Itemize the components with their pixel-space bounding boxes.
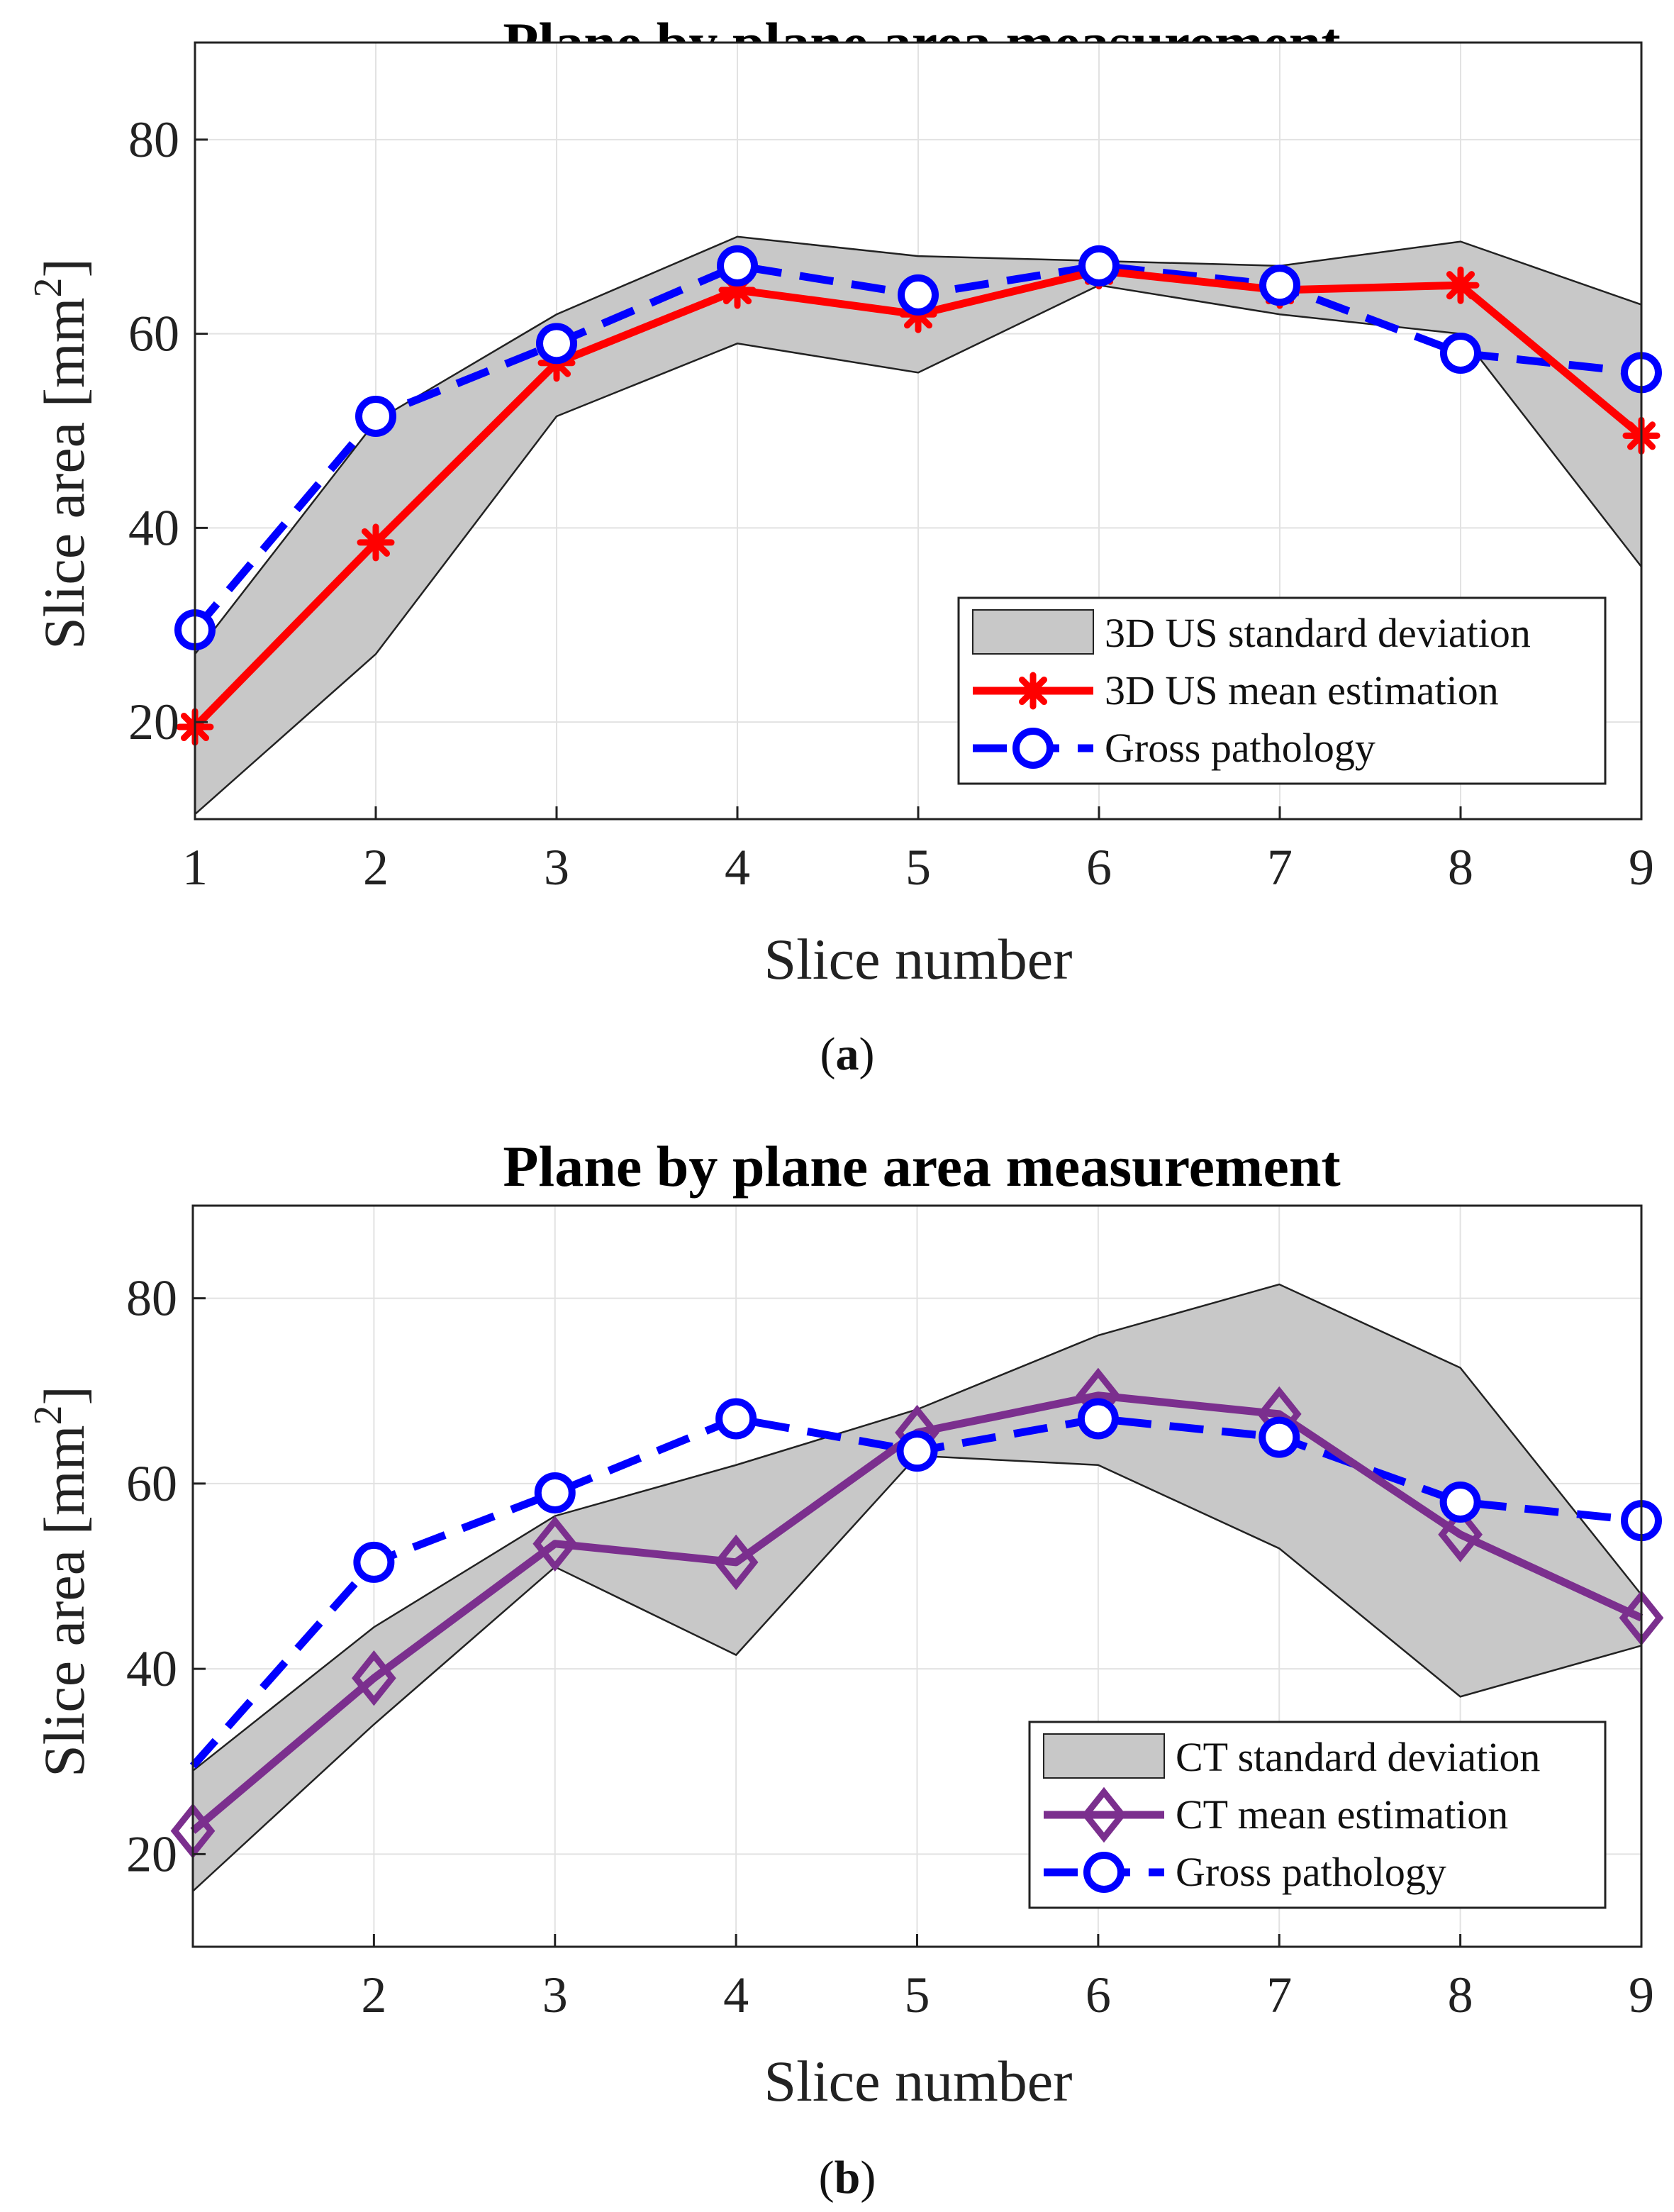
data-point <box>1259 265 1300 306</box>
x-tick-label: 7 <box>1267 839 1293 896</box>
y-axis-label-sup-b: 2 <box>26 1405 70 1425</box>
y-tick-label: 20 <box>126 1825 177 1882</box>
y-tick-label: 60 <box>126 1455 177 1512</box>
x-tick-label: 6 <box>1086 1967 1111 2023</box>
x-tick-label: 8 <box>1448 1967 1473 2023</box>
legend-label-gross-b: Gross pathology <box>1176 1849 1446 1895</box>
data-point <box>1077 1398 1119 1440</box>
x-tick-label: 8 <box>1448 839 1473 896</box>
x-axis-label-a: Slice number <box>764 927 1073 991</box>
y-tick-label: 20 <box>128 694 179 750</box>
data-point <box>713 1534 759 1591</box>
x-tick-label: 3 <box>542 1967 568 2023</box>
x-tick-label: 2 <box>361 1967 386 2023</box>
y-axis-label-sup-a: 2 <box>26 277 70 297</box>
data-point <box>1078 245 1120 287</box>
data-point <box>353 1541 395 1583</box>
y-axis-label-b: Slice area [mm2] <box>26 1386 96 1777</box>
y-axis-label-main-a: Slice area [mm <box>32 297 96 649</box>
x-tick-label: 9 <box>1629 1967 1654 2023</box>
data-point <box>1259 1416 1300 1458</box>
x-axis-label-b: Slice number <box>764 2049 1073 2113</box>
panel-caption-letter-a: a <box>836 1028 859 1080</box>
y-tick-label: 80 <box>126 1270 177 1327</box>
panel-caption-a: (a) <box>820 1028 875 1080</box>
y-tick-label: 40 <box>128 499 179 556</box>
y-axis-label-main-b: Slice area [mm <box>32 1425 96 1777</box>
legend-marker-shape <box>1014 672 1052 710</box>
y-axis-label-a: Slice area [mm2] <box>26 258 96 650</box>
x-ticks-a: 1 2 3 4 5 6 7 8 9 <box>182 806 1654 896</box>
panel-caption-b: (b) <box>819 2152 876 2203</box>
data-point <box>898 274 939 316</box>
legend-marker-mean-a <box>1014 672 1052 710</box>
data-point <box>534 1472 576 1513</box>
data-point <box>715 1398 757 1440</box>
legend-a: 3D US standard deviation 3D US mean esti… <box>957 596 1607 785</box>
data-point <box>352 1650 396 1706</box>
x-tick-label: 4 <box>725 839 750 896</box>
legend-label-band-a: 3D US standard deviation <box>1105 610 1531 656</box>
chart-panel-b: Plane by plane area measurement 2 3 4 5 6 7 8 9… <box>26 1134 1664 2203</box>
legend-swatch-band-a <box>972 609 1094 655</box>
y-tick-label: 80 <box>128 111 179 168</box>
x-tick-label: 9 <box>1629 839 1654 896</box>
legend-marker-shape <box>1012 728 1054 769</box>
y-axis-label-close-b: ] <box>32 1386 96 1405</box>
y-ticks-a: 20 40 60 80 <box>128 111 208 750</box>
x-tick-label: 6 <box>1086 839 1112 896</box>
data-point <box>536 323 577 365</box>
legend-b: CT standard deviation CT mean estimation… <box>1028 1721 1607 1909</box>
y-tick-label: 40 <box>126 1640 177 1697</box>
x-tick-label: 3 <box>544 839 569 896</box>
x-tick-label: 5 <box>905 1967 930 2023</box>
data-point <box>1440 333 1481 374</box>
data-point <box>357 523 395 562</box>
data-point <box>355 395 396 437</box>
data-point <box>896 1430 938 1472</box>
series-markers-a <box>174 245 1662 746</box>
y-axis-label-close-a: ] <box>32 258 96 277</box>
chart-panel-a: Plane by plane area measurement 12345678… <box>26 11 1662 1080</box>
data-point <box>1439 1482 1481 1523</box>
panel-caption-letter-b: b <box>835 2152 861 2203</box>
legend-marker-gross-b <box>1083 1852 1125 1893</box>
data-point <box>532 1516 578 1572</box>
y-ticks-b: 20 40 60 80 <box>126 1270 206 1882</box>
series-markers-b <box>170 1367 1664 1859</box>
legend-marker-mean-b <box>1081 1786 1127 1843</box>
legend-label-band-b: CT standard deviation <box>1176 1734 1540 1780</box>
legend-label-mean-b: CT mean estimation <box>1176 1791 1508 1838</box>
x-ticks-b: 2 3 4 5 6 7 8 9 <box>361 1934 1654 2023</box>
legend-label-mean-a: 3D US mean estimation <box>1105 667 1499 713</box>
x-tick-label: 5 <box>905 839 931 896</box>
x-tick-label: 4 <box>723 1967 749 2023</box>
x-tick-label: 2 <box>363 839 389 896</box>
legend-marker-gross-a <box>1012 728 1054 769</box>
legend-label-gross-a: Gross pathology <box>1105 725 1376 771</box>
y-tick-label: 60 <box>128 306 179 362</box>
data-point <box>1438 1506 1483 1562</box>
data-point <box>717 245 758 287</box>
legend-marker-shape <box>1083 1852 1125 1893</box>
data-point <box>1441 266 1480 304</box>
x-tick-label: 1 <box>182 839 208 896</box>
legend-swatch-band-b <box>1043 1733 1165 1779</box>
legend-marker-shape <box>1081 1786 1127 1843</box>
x-tick-label: 7 <box>1266 1967 1292 2023</box>
chart-title-b: Plane by plane area measurement <box>503 1134 1340 1199</box>
